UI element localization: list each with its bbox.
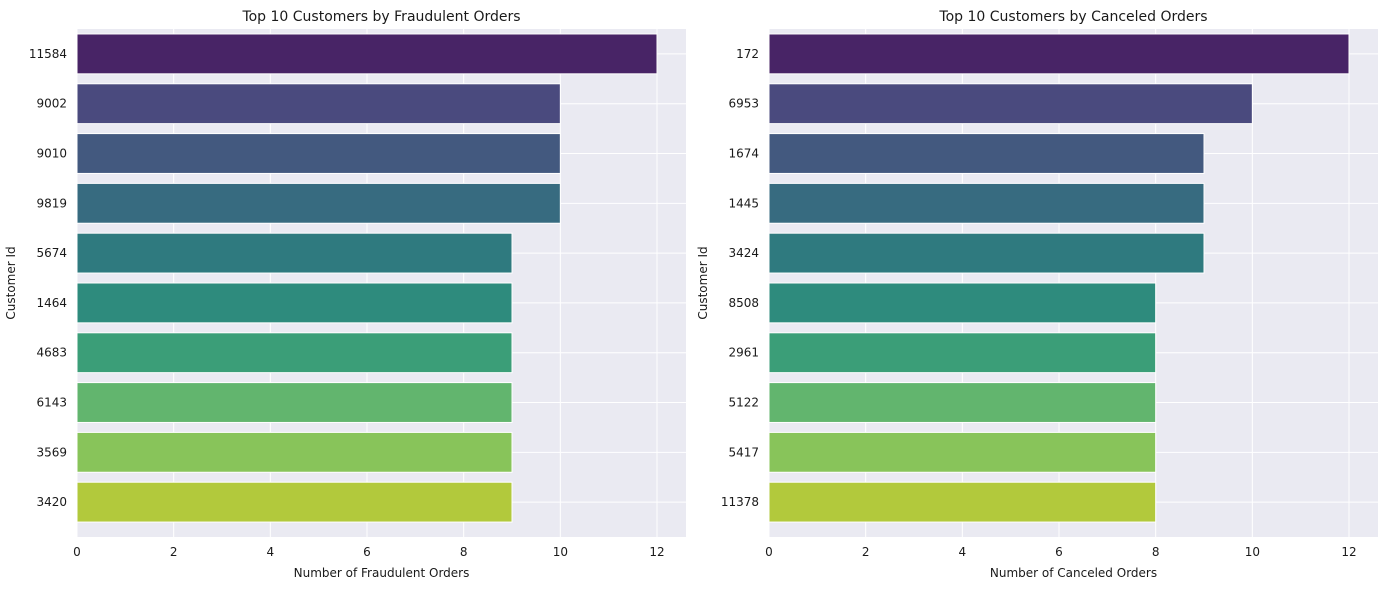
y-tick-label: 4683 [36, 346, 67, 360]
bar-3569 [76, 431, 513, 473]
chart-title-canceled: Top 10 Customers by Canceled Orders [938, 9, 1207, 25]
y-tick-label: 9002 [36, 97, 67, 111]
y-axis-label: Customer Id [696, 246, 710, 319]
bar-1445 [768, 182, 1205, 224]
x-tick-label: 0 [73, 545, 81, 559]
y-tick-label: 11378 [721, 495, 759, 509]
y-tick-label: 6953 [728, 97, 759, 111]
bar-5417 [768, 431, 1157, 473]
chart-title-fraudulent: Top 10 Customers by Fraudulent Orders [241, 9, 520, 25]
bar-9002 [76, 83, 561, 125]
bar-5674 [76, 232, 513, 274]
y-tick-label: 5122 [728, 396, 759, 410]
bar-9010 [76, 133, 561, 174]
bar-3424 [768, 232, 1205, 274]
bar-1674 [768, 133, 1205, 174]
x-tick-label: 4 [267, 545, 275, 559]
bar-5122 [768, 382, 1157, 423]
x-tick-label: 8 [1152, 545, 1160, 559]
bar-9819 [76, 182, 561, 224]
x-tick-label: 6 [1055, 545, 1063, 559]
bar-172 [768, 33, 1350, 75]
x-tick-label: 8 [460, 545, 468, 559]
bar-2961 [768, 332, 1157, 374]
fraudulent-orders-chart: 0 2 4 6 8 10 12 11584 9002 9010 9819 5674 1464 4683 61… [4, 9, 686, 580]
y-tick-label: 5674 [36, 246, 67, 260]
x-tick-label: 0 [765, 545, 773, 559]
y-tick-label: 1674 [728, 147, 759, 161]
x-axis-label: Number of Canceled Orders [990, 566, 1157, 580]
y-tick-label: 3569 [36, 445, 67, 459]
y-tick-label: 9819 [36, 196, 67, 210]
bar-1464 [76, 282, 513, 324]
x-tick-label: 6 [363, 545, 371, 559]
x-axis-label: Number of Fraudulent Orders [294, 566, 470, 580]
bar-6143 [76, 382, 513, 423]
y-tick-label: 5417 [728, 445, 759, 459]
y-tick-label: 3424 [728, 246, 759, 260]
y-tick-label: 6143 [36, 396, 67, 410]
y-tick-label: 1464 [36, 296, 67, 310]
bar-6953 [768, 83, 1253, 125]
x-tick-label: 2 [170, 545, 178, 559]
bar-11584 [76, 33, 658, 75]
x-tick-label: 12 [1341, 545, 1356, 559]
y-tick-label: 8508 [728, 296, 759, 310]
bar-8508 [768, 282, 1157, 324]
x-tick-label: 10 [553, 545, 568, 559]
x-tick-label: 10 [1245, 545, 1260, 559]
y-tick-label: 3420 [36, 495, 67, 509]
y-tick-label: 11584 [29, 47, 67, 61]
y-tick-label: 172 [736, 47, 759, 61]
bar-4683 [76, 332, 513, 374]
bar-11378 [768, 481, 1157, 523]
bar-3420 [76, 481, 513, 523]
y-tick-label: 2961 [728, 346, 759, 360]
x-tick-label: 12 [649, 545, 664, 559]
y-axis-label: Customer Id [4, 246, 18, 319]
x-tick-label: 2 [862, 545, 870, 559]
x-tick-label: 4 [959, 545, 967, 559]
y-tick-label: 9010 [36, 147, 67, 161]
canceled-orders-chart: 0 2 4 6 8 10 12 172 6953 1674 1445 3424 8508 2961 5122… [696, 9, 1378, 580]
y-tick-label: 1445 [728, 196, 759, 210]
